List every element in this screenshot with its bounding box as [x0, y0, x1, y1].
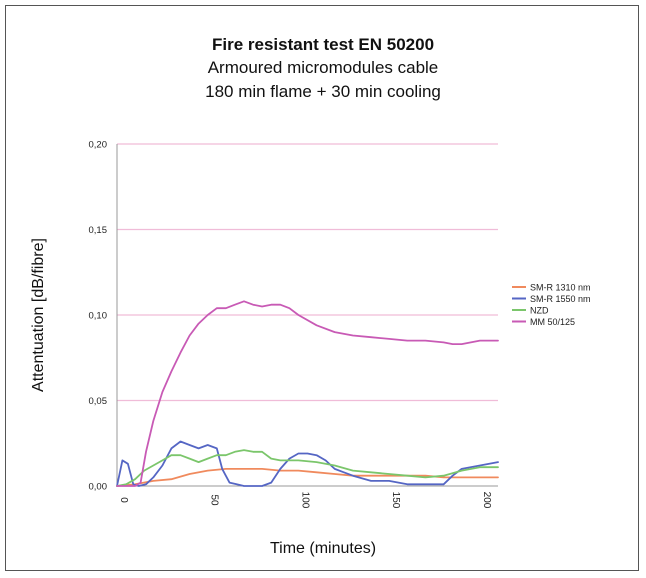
series-line-4 [116, 300, 499, 487]
series-line-2 [116, 440, 499, 487]
y-tick-label: 0,15 [89, 225, 108, 236]
x-tick-label: 100 [299, 492, 310, 509]
x-tick-label: 150 [390, 492, 401, 509]
chart-frame [5, 5, 639, 571]
x-tick-label: 0 [118, 497, 129, 503]
x-tick-label: 50 [209, 494, 220, 506]
legend-label-2: SM-R 1550 nm [530, 294, 591, 304]
y-tick-label: 0,05 [89, 396, 108, 407]
legend-label-4: MM 50/125 [530, 317, 575, 327]
chart-subtitle-line-1: Armoured micromodules cable [207, 58, 439, 77]
legend-label-3: NZD [530, 305, 549, 315]
x-tick-label: 200 [481, 492, 492, 509]
y-tick-label: 0,10 [89, 311, 108, 322]
y-tick-label: 0,20 [89, 140, 108, 151]
x-axis-label: Time (minutes) [269, 540, 377, 557]
legend-label-1: SM-R 1310 nm [530, 282, 591, 292]
y-tick-label: 0,00 [89, 482, 108, 493]
series-line-3 [116, 449, 499, 487]
chart-subtitle-line-2: 180 min flame + 30 min cooling [205, 82, 441, 101]
chart-title: Fire resistant test EN 50200 [211, 35, 435, 54]
